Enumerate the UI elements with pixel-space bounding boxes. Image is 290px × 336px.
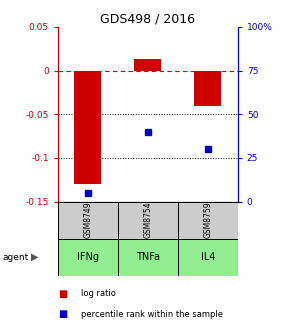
Text: IFNg: IFNg <box>77 252 99 262</box>
Title: GDS498 / 2016: GDS498 / 2016 <box>100 13 195 26</box>
Bar <box>118 202 178 239</box>
Text: GSM8749: GSM8749 <box>84 202 93 239</box>
Text: ■: ■ <box>58 289 67 299</box>
Bar <box>75 71 102 184</box>
Text: log ratio: log ratio <box>81 290 116 298</box>
Text: agent: agent <box>3 253 29 261</box>
Text: GSM8754: GSM8754 <box>143 202 153 239</box>
Bar <box>194 71 221 106</box>
Text: ■: ■ <box>58 309 67 319</box>
Bar <box>58 239 118 276</box>
Text: percentile rank within the sample: percentile rank within the sample <box>81 310 223 319</box>
Text: GSM8759: GSM8759 <box>203 202 212 239</box>
Bar <box>178 239 238 276</box>
Bar <box>134 59 161 71</box>
Text: ▶: ▶ <box>31 252 39 262</box>
Bar <box>58 202 118 239</box>
Text: TNFa: TNFa <box>136 252 160 262</box>
Bar <box>118 239 178 276</box>
Bar <box>178 202 238 239</box>
Text: IL4: IL4 <box>201 252 215 262</box>
